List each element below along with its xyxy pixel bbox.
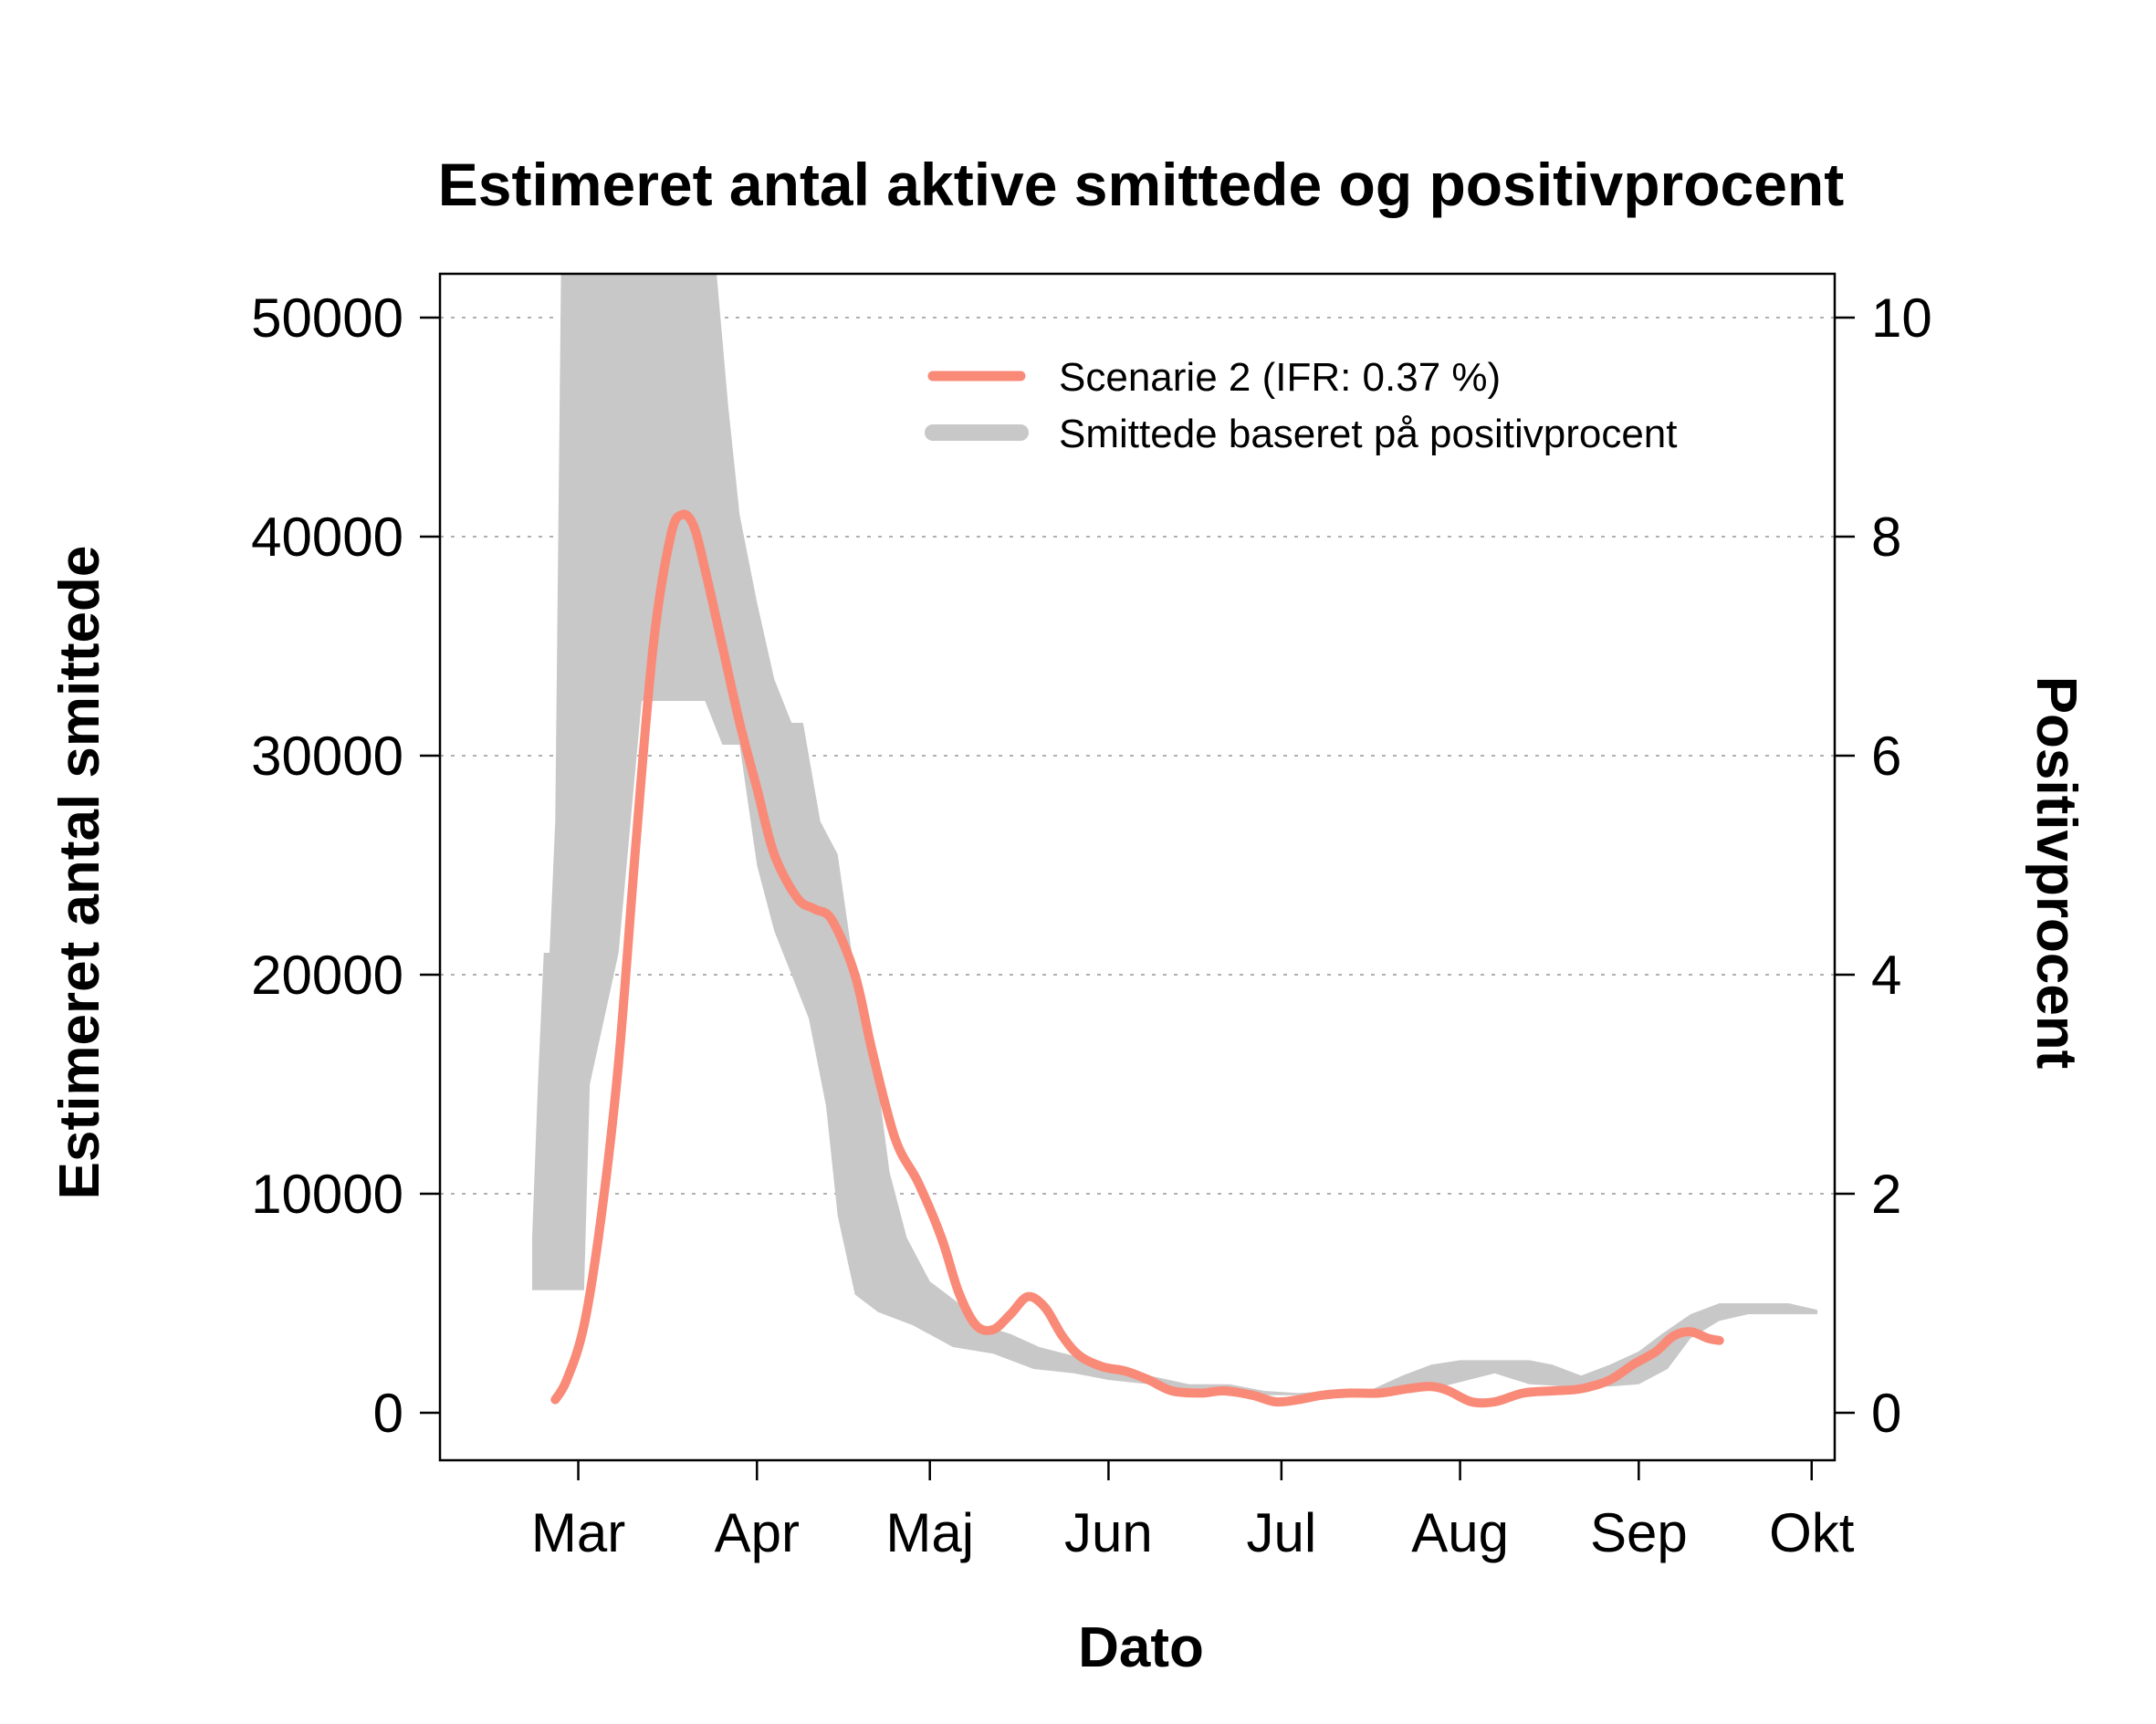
x-axis-label: Dato [1078, 1616, 1204, 1679]
left-tick-label: 40000 [251, 507, 403, 568]
legend-label-band: Smittede baseret på positivprocent [1059, 412, 1678, 456]
x-tick-label: Jun [1064, 1502, 1153, 1563]
right-tick-label: 8 [1871, 507, 1901, 568]
positivity-band [532, 274, 1818, 1395]
chart-title: Estimeret antal aktive smittede og posit… [438, 151, 1844, 218]
left-tick-label: 0 [373, 1383, 403, 1444]
right-y-axis: 0 2 4 6 8 10 [1835, 287, 1932, 1444]
x-tick-label: Mar [531, 1502, 625, 1563]
legend: Scenarie 2 (IFR: 0.37 %) Smittede basere… [925, 355, 1678, 456]
right-y-axis-label: Positivprocent [2025, 676, 2088, 1070]
left-tick-label: 30000 [251, 726, 403, 787]
x-tick-label: Maj [885, 1502, 974, 1563]
right-tick-label: 6 [1871, 726, 1901, 787]
left-y-axis: 0 10000 20000 30000 40000 50000 [251, 287, 440, 1444]
x-axis: Mar Apr Maj Jun Jul Aug Sep Okt [531, 1460, 1855, 1563]
band-area [532, 274, 1818, 1395]
right-tick-label: 2 [1871, 1164, 1901, 1225]
x-tick-label: Sep [1590, 1502, 1688, 1563]
right-tick-label: 10 [1871, 287, 1932, 349]
scenario-line-path [550, 509, 1724, 1408]
x-tick-label: Jul [1246, 1502, 1316, 1563]
scenario-line [550, 509, 1724, 1408]
left-tick-label: 50000 [251, 287, 403, 349]
left-tick-label: 10000 [251, 1164, 403, 1225]
legend-label-scenario: Scenarie 2 (IFR: 0.37 %) [1059, 355, 1501, 400]
x-tick-label: Aug [1411, 1502, 1509, 1563]
plot-frame [438, 272, 1837, 1462]
right-tick-label: 4 [1871, 945, 1901, 1006]
right-tick-label: 0 [1871, 1383, 1901, 1444]
x-tick-label: Okt [1769, 1502, 1855, 1563]
left-tick-label: 20000 [251, 945, 403, 1006]
x-tick-label: Apr [715, 1502, 800, 1563]
left-y-axis-label: Estimeret antal smittede [48, 546, 111, 1200]
